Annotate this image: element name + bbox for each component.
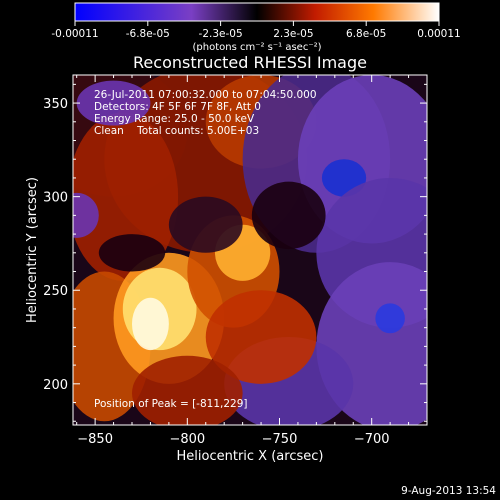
heatmap-region xyxy=(76,80,151,126)
colorbar-tick-label: 0.00011 xyxy=(417,28,460,40)
colorbar-tick-label: -2.3e-05 xyxy=(199,28,243,40)
plot-frame xyxy=(72,74,428,426)
y-axis-label: Heliocentric Y (arcsec) xyxy=(25,177,40,323)
annotation-clean-counts: Clean Total counts: 5.00E+03 xyxy=(94,125,259,137)
heatmap-region xyxy=(375,303,405,334)
x-tick-label: −700 xyxy=(354,432,390,447)
y-tick-label: 200 xyxy=(43,378,68,393)
chart-title: Reconstructed RHESSI Image xyxy=(133,53,367,72)
annotation-energy-range: Energy Range: 25.0 - 50.0 keV xyxy=(94,113,255,125)
footer-timestamp: 9-Aug-2013 13:54 xyxy=(401,485,496,497)
y-tick-label: 250 xyxy=(43,284,68,299)
colorbar-tick-label: 2.3e-05 xyxy=(273,28,313,40)
x-axis-label: Heliocentric X (arcsec) xyxy=(177,449,324,464)
heatmap-image xyxy=(73,75,427,425)
annotation-detectors: Detectors: 4F 5F 6F 7F 8F, Att 0 xyxy=(94,101,261,113)
annotation-peak-position: Position of Peak = [-811,229] xyxy=(94,398,248,410)
colorbar-tick-label: -6.8e-05 xyxy=(126,28,170,40)
heatmap-region xyxy=(205,290,317,384)
y-axis-ticks: 200 250 300 350 xyxy=(43,83,427,422)
y-tick-label: 300 xyxy=(43,191,68,206)
heatmap-region xyxy=(251,181,326,250)
y-tick-label: 350 xyxy=(43,97,68,112)
heatmap-region xyxy=(132,297,169,351)
colorbar xyxy=(74,2,440,22)
x-tick-label: −750 xyxy=(262,432,298,447)
x-tick-label: −850 xyxy=(77,432,113,447)
colorbar-tick-label: -0.00011 xyxy=(51,28,98,40)
heatmap-region xyxy=(73,192,99,238)
heatmap-region xyxy=(98,234,166,272)
x-axis-ticks: −850 −800 −750 −700 xyxy=(76,75,428,447)
colorbar-tick-label: 6.8e-05 xyxy=(346,28,386,40)
heatmap-region xyxy=(168,196,243,253)
colorbar-ticks: -0.00011 -6.8e-05 -2.3e-05 2.3e-05 6.8e-05 0.… xyxy=(51,21,461,40)
annotation-time-range: 26-Jul-2011 07:00:32.000 to 07:04:50.000 xyxy=(94,89,317,101)
x-tick-label: −800 xyxy=(169,432,205,447)
heatmap-region xyxy=(132,355,243,425)
colorbar-unit-label: (photons cm⁻² s⁻¹ asec⁻²) xyxy=(192,42,321,53)
